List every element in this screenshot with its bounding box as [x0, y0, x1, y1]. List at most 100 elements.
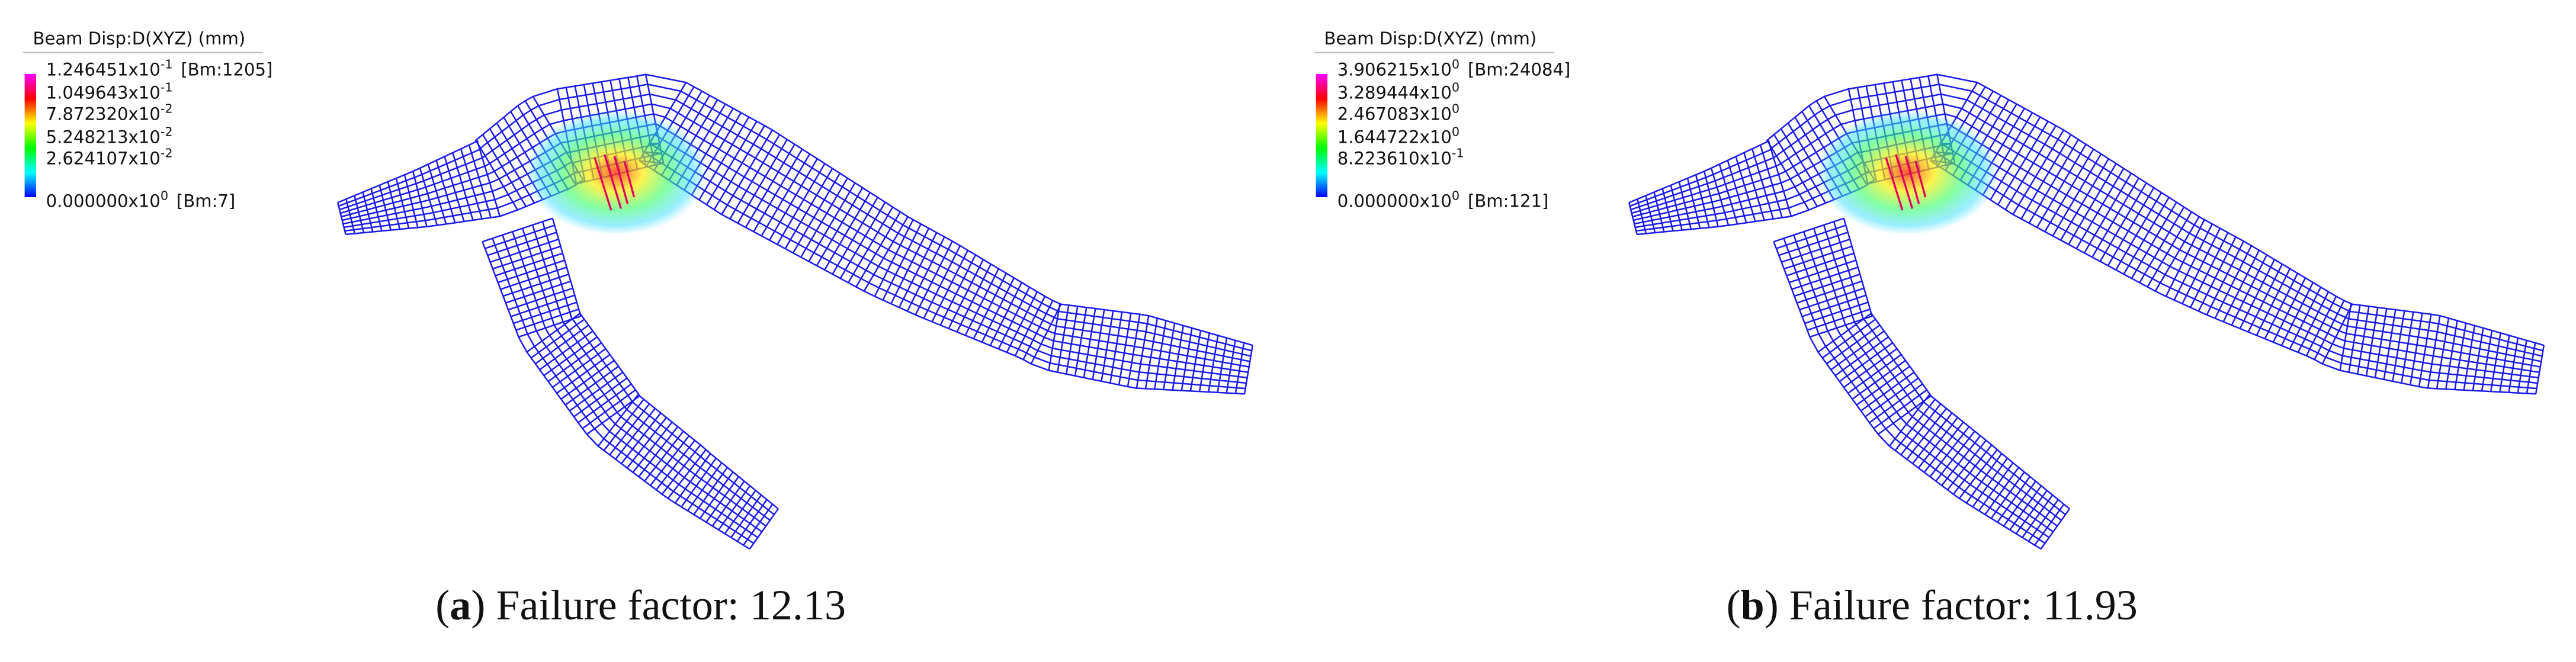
mesh-line	[2454, 323, 2467, 390]
mesh-line	[370, 188, 383, 232]
mesh-line	[1778, 232, 1849, 256]
mesh-line	[505, 280, 571, 304]
mesh-line	[1767, 140, 1792, 217]
mesh-line	[603, 399, 644, 451]
mesh-line	[511, 294, 575, 317]
mesh-line	[1773, 217, 1844, 243]
mesh-line	[1066, 306, 1079, 374]
mesh-line	[1935, 430, 1975, 482]
mesh-line	[855, 211, 902, 288]
heat-zone	[1817, 110, 1998, 235]
mesh-line	[1997, 121, 2049, 205]
mesh-line	[1856, 365, 1910, 406]
mesh-line	[1057, 305, 1070, 372]
mesh-line	[705, 121, 758, 205]
legend-exponent: -2	[161, 146, 173, 160]
mesh-line	[1189, 330, 1202, 391]
mesh-line	[2222, 250, 2260, 322]
mesh-line	[512, 231, 762, 533]
mesh-line	[1226, 340, 1236, 393]
mesh-line	[2247, 263, 2283, 333]
mesh-line	[1952, 444, 1993, 495]
mesh-line	[2107, 187, 2155, 266]
mesh-line	[1878, 395, 1932, 435]
mesh-line	[403, 174, 419, 228]
mesh-line	[345, 198, 356, 234]
legend-entry: 3.289444x100	[1337, 81, 1459, 103]
legend-exponent: 0	[1452, 81, 1459, 95]
mesh-line	[476, 140, 501, 217]
mesh-line	[632, 422, 673, 473]
mesh-line	[2099, 182, 2147, 262]
mesh-line	[650, 435, 690, 486]
mesh-line	[582, 389, 636, 429]
legend-entry: 8.223610x10-1	[1337, 146, 1464, 168]
mesh-line	[1894, 399, 1936, 451]
mesh-line	[1048, 304, 1061, 371]
mesh-line	[1873, 389, 1927, 429]
mesh-line	[1092, 309, 1105, 380]
mesh-line	[1234, 342, 1245, 394]
mesh-line	[337, 73, 1253, 346]
mesh-line	[515, 308, 579, 331]
caption-prefix: (	[435, 581, 450, 629]
caption-prefix: (	[1727, 581, 1741, 629]
mesh-line	[1172, 325, 1184, 390]
mesh-line	[1965, 453, 2003, 504]
mesh-line	[1773, 241, 2042, 550]
mesh-line	[551, 218, 779, 510]
legend-mantissa: 3.289444x10	[1337, 83, 1452, 103]
panel: Beam Disp:D(XYZ) (mm) 1.246451x10-1 [Bm:12…	[23, 28, 1254, 629]
mesh-line	[1789, 259, 1856, 284]
mesh-line	[2003, 480, 2036, 527]
mesh-line	[2526, 342, 2536, 394]
mesh-line	[541, 221, 775, 515]
mesh-line	[2289, 287, 2322, 349]
mesh-line	[2508, 338, 2519, 393]
mesh-line	[2305, 295, 2337, 356]
mesh-line	[1014, 295, 1046, 356]
mesh-line	[2321, 304, 2353, 365]
mesh-line	[1783, 245, 1852, 270]
mesh-line	[1821, 319, 1876, 359]
mesh-line	[395, 178, 410, 229]
mesh-line	[1633, 123, 2540, 373]
mesh-line	[874, 219, 914, 297]
mesh-line	[1917, 417, 1959, 469]
mesh-line	[378, 185, 392, 230]
mesh-line	[1978, 462, 2014, 512]
mesh-line	[989, 282, 1023, 346]
legend-exponent: 0	[1452, 189, 1459, 203]
mesh-line	[412, 171, 428, 227]
legend-mantissa: 2.467083x10	[1337, 104, 1452, 124]
mesh-line	[482, 134, 527, 207]
mesh-line	[721, 129, 774, 215]
mesh-line	[513, 301, 578, 324]
legend-exponent: -2	[161, 124, 173, 139]
mesh-line	[906, 236, 945, 312]
mesh-line	[2034, 503, 2065, 546]
mesh-line	[1830, 330, 1885, 371]
mesh-line	[674, 453, 711, 504]
mesh-line	[1118, 313, 1132, 385]
mesh-line	[1628, 73, 2545, 346]
mesh-line	[2365, 307, 2379, 376]
mesh-line	[2020, 134, 2072, 220]
mesh-line	[2123, 197, 2170, 275]
mesh-line	[2314, 300, 2345, 360]
mesh-line	[339, 93, 1252, 357]
mesh-line	[2182, 227, 2221, 304]
mesh-line	[1860, 371, 1915, 412]
mesh-line	[564, 365, 619, 406]
mesh-line	[848, 207, 894, 283]
mesh-line	[777, 163, 826, 245]
mesh-line	[655, 439, 695, 490]
peak-line	[594, 157, 612, 211]
mesh-line	[2214, 245, 2253, 319]
mesh-line	[1653, 192, 1665, 232]
legend-mantissa: 1.644722x10	[1337, 127, 1452, 147]
mesh-line	[1135, 315, 1150, 388]
mesh-line	[2075, 168, 2125, 249]
mesh-line	[2436, 318, 2450, 389]
mesh-line	[489, 128, 535, 204]
